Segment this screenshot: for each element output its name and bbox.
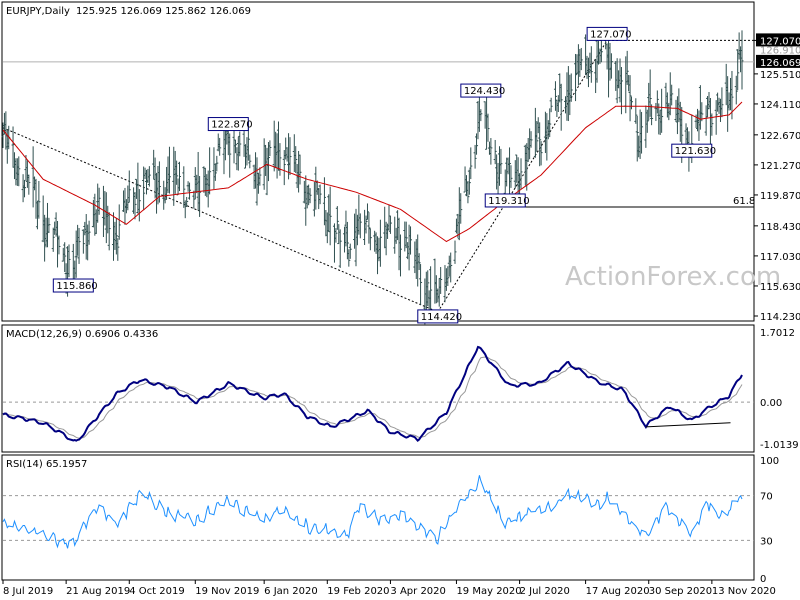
price-annotation: 115.860 bbox=[52, 278, 98, 293]
price-annotation-text: 114.420 bbox=[421, 312, 462, 323]
x-tick-label: 30 Sep 2020 bbox=[649, 586, 712, 597]
price-y-tick-label: 115.630 bbox=[760, 282, 800, 293]
ohlc-header: 125.925 126.069 125.862 126.069 bbox=[76, 6, 251, 17]
price-annotation: 121.630 bbox=[671, 143, 716, 158]
x-tick-label: 21 Aug 2019 bbox=[66, 586, 130, 597]
price-y-tick-label: 124.110 bbox=[760, 100, 800, 111]
price-y-tick-label: 118.430 bbox=[760, 222, 800, 233]
rsi-y-tick-label: 0 bbox=[760, 574, 766, 585]
x-tick-label: 13 Nov 2020 bbox=[712, 586, 776, 597]
resistance-price-tag-text: 127.070 bbox=[760, 36, 800, 47]
price-annotation: 127.070 bbox=[586, 26, 631, 41]
macd-y-tick-label: 1.7012 bbox=[760, 328, 795, 339]
price-annotation-box bbox=[484, 193, 526, 208]
x-tick-label: 19 May 2020 bbox=[456, 586, 521, 597]
price-y-tick-label: 122.670 bbox=[760, 131, 800, 142]
price-annotation: 122.870 bbox=[207, 117, 253, 132]
axis-layer: 127.070 125.510 124.110 122.670 121.270 119.8… bbox=[2, 33, 800, 597]
x-tick-label: 2 Jul 2020 bbox=[520, 586, 570, 597]
resistance-price-tag-box bbox=[756, 33, 800, 47]
x-tick-label: 4 Oct 2019 bbox=[129, 586, 184, 597]
price-annotation-box bbox=[460, 83, 502, 98]
rsi-y-tick-label: 70 bbox=[760, 492, 773, 503]
macd-y-tick-label: -1.0139 bbox=[760, 440, 799, 451]
price-y-tick-label: 121.270 bbox=[760, 161, 800, 172]
macd-divergence-line bbox=[645, 422, 731, 428]
price-annotation-box bbox=[207, 117, 249, 132]
rsi-layer bbox=[2, 475, 754, 549]
x-tick-label: 6 Jan 2020 bbox=[264, 586, 318, 597]
last-price-tag-text: 126.069 bbox=[760, 58, 800, 69]
price-y-tick-label: 117.030 bbox=[760, 252, 800, 263]
fib-618-label: 61.8 bbox=[733, 196, 755, 207]
rsi-panel-frame bbox=[1, 454, 755, 581]
price-annotation-text: 127.070 bbox=[590, 29, 631, 40]
x-tick-label: 19 Nov 2019 bbox=[195, 586, 259, 597]
macd-line bbox=[2, 345, 743, 442]
downtrend-line bbox=[2, 127, 438, 313]
resistance-price-tag: 127.070 bbox=[756, 33, 800, 47]
price-annotation-text: 121.630 bbox=[675, 146, 716, 157]
price-annotation: 124.430 bbox=[460, 83, 505, 98]
macd-panel-frame bbox=[1, 324, 755, 453]
x-tick-label: 3 Apr 2020 bbox=[390, 586, 445, 597]
price-annotation-text: 115.860 bbox=[56, 281, 97, 292]
rsi-title: RSI(14) 65.1957 bbox=[6, 459, 87, 470]
price-annotation-text: 122.870 bbox=[211, 120, 252, 131]
uptrend-line bbox=[437, 40, 608, 313]
price-layer: 61.8 127.070 124.430 122.870 121.630 119.310 1… bbox=[1, 26, 755, 325]
last-price-tag-box bbox=[756, 54, 800, 68]
price-annotation-text: 124.430 bbox=[464, 86, 505, 97]
price-annotation: 119.310 bbox=[484, 193, 530, 208]
macd-layer bbox=[2, 345, 754, 442]
price-y-tick-label: 114.230 bbox=[760, 312, 800, 323]
price-annotation-text: 119.310 bbox=[488, 196, 529, 207]
price-y-tick-label: 119.870 bbox=[760, 191, 800, 202]
watermark: ActionForex.com bbox=[565, 262, 781, 292]
hidden-price-tick-label: 126.910 bbox=[760, 45, 800, 56]
moving-average-line bbox=[2, 101, 743, 243]
price-annotation: 114.420 bbox=[417, 309, 462, 324]
price-annotation-box bbox=[586, 26, 628, 41]
rsi-y-tick-label: 100 bbox=[760, 456, 779, 467]
rsi-line bbox=[2, 475, 743, 549]
x-tick-label: 8 Jul 2019 bbox=[3, 586, 53, 597]
x-tick-label: 17 Aug 2020 bbox=[586, 586, 650, 597]
price-y-tick-label: 125.510 bbox=[760, 70, 800, 81]
price-annotation-box bbox=[417, 309, 459, 324]
price-annotation-box bbox=[52, 278, 94, 293]
symbol-title: EURJPY,Daily bbox=[6, 6, 70, 17]
rsi-y-tick-label: 30 bbox=[760, 536, 773, 547]
macd-title: MACD(12,26,9) 0.6906 0.4336 bbox=[6, 329, 158, 340]
x-tick-label: 19 Feb 2020 bbox=[327, 586, 389, 597]
last-price-tag: 126.069 bbox=[756, 54, 800, 69]
price-annotation-box bbox=[671, 143, 713, 158]
macd-y-tick-label: 0.00 bbox=[760, 398, 782, 409]
